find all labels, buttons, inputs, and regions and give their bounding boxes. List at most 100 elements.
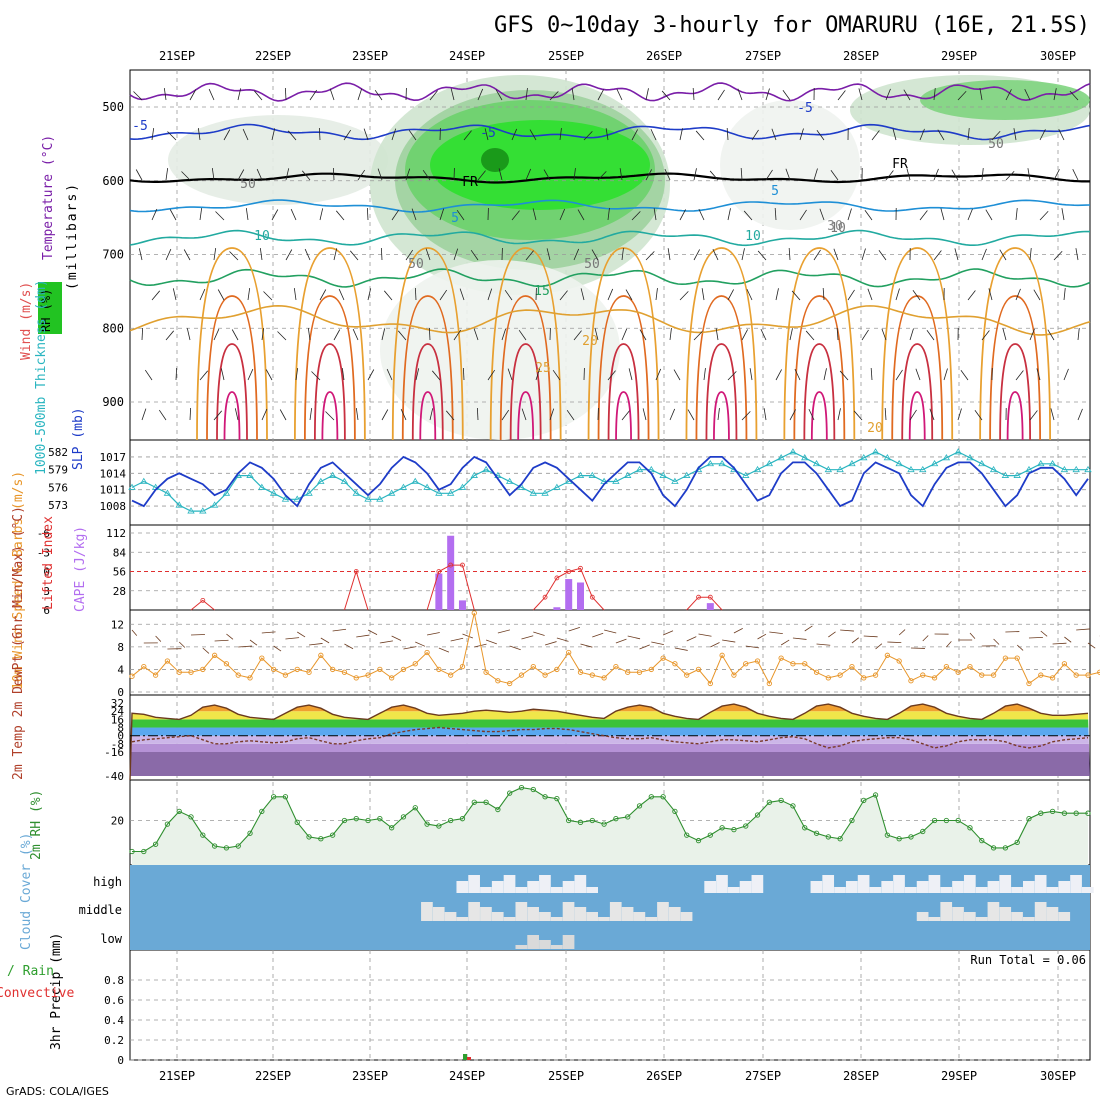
wind-barb <box>211 168 215 181</box>
wind-barb <box>415 368 420 381</box>
wind-barb <box>698 208 705 221</box>
wind-barb <box>740 168 743 181</box>
surface-temp-contour <box>391 247 464 441</box>
thickness-line-marker <box>919 465 927 473</box>
wind-barb <box>158 409 167 421</box>
wind-barb <box>295 368 299 381</box>
wind-barb <box>751 129 759 141</box>
cloud-mid-cell <box>562 902 575 921</box>
wind-barb <box>1039 129 1046 141</box>
contour-label: 15 <box>534 284 550 299</box>
wind-barb <box>319 289 327 301</box>
wind-barb <box>837 408 841 421</box>
rh-line-marker <box>1061 810 1068 816</box>
cloud-mid-cell <box>928 917 941 921</box>
wind-speed-line-marker <box>672 661 678 667</box>
surface-wind-barb <box>875 643 883 650</box>
wind-barb <box>247 288 251 301</box>
cloud-high-cell <box>857 875 870 893</box>
wind-barb <box>261 328 265 341</box>
surface-temp-contour <box>695 295 748 441</box>
rh-line-marker <box>672 808 678 815</box>
lifted-index-marker <box>578 565 583 571</box>
lifted-index-marker <box>554 575 560 581</box>
cloud-mid-cell <box>1046 907 1059 921</box>
wind-barb <box>709 170 719 181</box>
cloud-high-cell <box>845 881 858 893</box>
wind-barb <box>213 248 217 261</box>
wind-barb <box>1053 250 1063 261</box>
temp-tick: 0 <box>117 730 124 743</box>
thickness-line-marker <box>742 471 750 478</box>
wind-barb <box>1029 410 1038 421</box>
temp-contour-minus10 <box>129 82 1091 102</box>
wind-barb <box>234 408 239 421</box>
wind-barb <box>463 130 472 141</box>
thickness-line-marker <box>1037 459 1045 467</box>
surface-temp-contour <box>705 343 738 441</box>
top-date-label: 21SEP <box>159 49 195 63</box>
wind-barb <box>311 371 321 381</box>
wind-barb <box>1015 208 1018 221</box>
wind-barb <box>484 128 489 141</box>
rh-line-marker <box>424 821 430 827</box>
rh-shading <box>168 115 388 205</box>
surface-wind-barb <box>426 632 440 636</box>
wind-barb <box>445 410 455 421</box>
wind-barb <box>605 128 609 141</box>
cloud-mid-cell <box>1022 917 1035 921</box>
wind-speed-line-marker <box>164 658 171 664</box>
surface-wind-barb <box>639 644 650 650</box>
surface-wind-barb <box>627 635 641 640</box>
wind-barb <box>785 168 791 181</box>
surface-wind-barb <box>403 646 417 650</box>
wind-speed-line-marker <box>483 669 489 675</box>
wind-barb <box>861 329 869 341</box>
cloud-mid-cell <box>432 907 445 921</box>
wind-barb <box>197 128 201 141</box>
wind-barb <box>223 129 231 141</box>
wind-speed-line-marker <box>542 672 548 678</box>
wind-barb <box>577 209 585 221</box>
wind-barb <box>782 90 791 101</box>
lifted-index-marker <box>589 594 595 600</box>
wind-barb <box>1063 368 1069 381</box>
wind-barb <box>861 248 866 261</box>
wind-barb <box>521 408 527 421</box>
bottom-date-label: 25SEP <box>548 1069 584 1083</box>
wind-barb <box>1053 88 1057 101</box>
surface-wind-barb <box>674 647 688 651</box>
thickness-line-marker <box>1001 471 1010 478</box>
thickness-line-marker <box>1060 465 1069 473</box>
rh-line-marker <box>790 803 796 809</box>
rh-line-marker <box>483 799 489 805</box>
wind-barb <box>661 90 671 101</box>
surface-wind-barb <box>131 629 138 636</box>
wind-barb <box>366 207 369 221</box>
wind-barb <box>967 208 973 221</box>
wind-barb <box>919 210 928 221</box>
wind-barb <box>870 368 873 381</box>
wind-barb <box>199 288 206 301</box>
cloud-high-cell <box>810 881 823 893</box>
wind-barb <box>285 249 293 261</box>
top-date-label: 23SEP <box>352 49 388 63</box>
wind-barb <box>985 209 993 221</box>
thickness-line-marker <box>706 459 715 467</box>
rh-line-marker <box>837 836 843 842</box>
cloud-low-cell <box>539 940 551 949</box>
wind-barb <box>669 328 672 341</box>
wind-tick: 8 <box>117 641 124 654</box>
wind-speed-line-marker <box>719 652 725 658</box>
wind-barb <box>1053 169 1060 181</box>
wind-barb <box>237 88 242 101</box>
surface-wind-barb <box>226 633 234 640</box>
wind-barb <box>167 131 177 141</box>
rh-line-marker <box>247 830 253 836</box>
surface-wind-barb <box>379 640 393 644</box>
wind-barb <box>141 408 147 421</box>
wind-barb <box>628 368 633 381</box>
top-date-label: 24SEP <box>449 49 485 63</box>
cloud-mid-cell <box>1058 912 1071 921</box>
wind-barb <box>215 211 225 221</box>
